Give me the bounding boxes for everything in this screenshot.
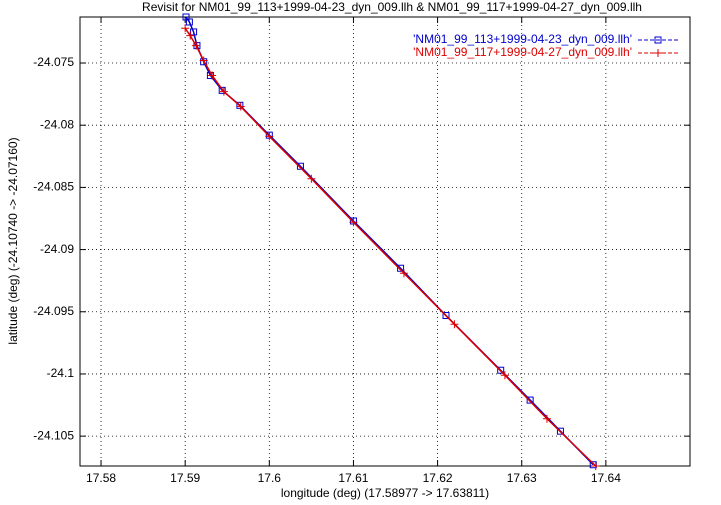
x-tick-label: 17.61 bbox=[338, 471, 368, 485]
series-line bbox=[185, 16, 594, 466]
y-tick-label: -24.1 bbox=[47, 366, 75, 380]
x-tick-label: 17.6 bbox=[258, 471, 282, 485]
point bbox=[208, 71, 217, 80]
point bbox=[185, 18, 193, 26]
chart-title: Revisit for NM01_99_113+1999-04-23_dyn_0… bbox=[142, 0, 642, 14]
y-tick-label: -24.09 bbox=[40, 242, 74, 256]
point bbox=[236, 101, 244, 109]
point bbox=[591, 462, 600, 470]
x-tick-label: 17.59 bbox=[170, 471, 200, 485]
series-line bbox=[184, 27, 597, 467]
plot-frame bbox=[79, 16, 691, 467]
legend-marker bbox=[654, 49, 662, 57]
x-tick-label: 17.62 bbox=[423, 471, 453, 485]
y-tick-label: -24.095 bbox=[33, 304, 74, 318]
x-tick-label: 17.58 bbox=[86, 471, 116, 485]
legend-label: 'NM01_99_113+1999-04-23_dyn_009.llh' bbox=[413, 32, 632, 46]
point bbox=[450, 320, 459, 329]
point bbox=[500, 371, 509, 380]
point bbox=[442, 312, 450, 320]
point bbox=[349, 218, 358, 227]
x-axis-label: longitude (deg) (17.58977 -> 17.63811) bbox=[281, 486, 489, 500]
point bbox=[397, 264, 405, 272]
y-axis-label: latitude (deg) (-24.10740 -> -24.07160) bbox=[6, 137, 20, 344]
point bbox=[399, 269, 408, 278]
point bbox=[219, 87, 228, 96]
point bbox=[186, 31, 195, 40]
point bbox=[497, 366, 505, 374]
point bbox=[526, 396, 534, 404]
y-tick-label: -24.075 bbox=[33, 55, 74, 69]
point bbox=[296, 162, 304, 170]
y-tick-label: -24.08 bbox=[40, 117, 74, 131]
point bbox=[542, 414, 551, 423]
x-tick-label: 17.64 bbox=[591, 471, 621, 485]
legend-label: 'NM01_99_117+1999-04-27_dyn_009.llh' bbox=[413, 45, 632, 59]
point bbox=[236, 102, 245, 111]
point bbox=[218, 86, 226, 94]
point bbox=[556, 427, 564, 435]
point bbox=[265, 132, 274, 141]
point bbox=[199, 56, 208, 65]
point bbox=[181, 24, 190, 33]
point bbox=[192, 41, 201, 50]
y-tick-label: -24.085 bbox=[33, 180, 74, 194]
point bbox=[307, 174, 316, 183]
y-tick-label: -24.105 bbox=[33, 428, 74, 442]
x-tick-label: 17.63 bbox=[507, 471, 537, 485]
legend-marker bbox=[654, 36, 662, 44]
